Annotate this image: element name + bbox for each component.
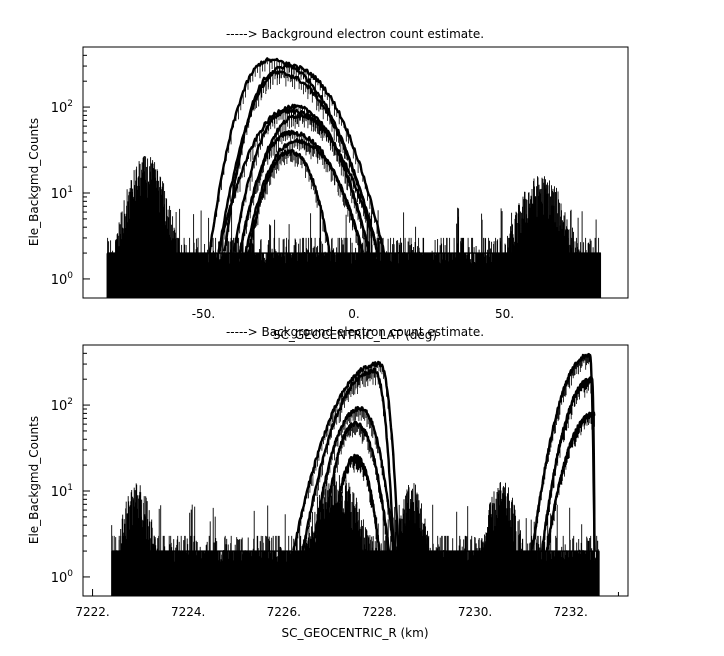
x-tick-label: 7232. (553, 605, 587, 619)
x-tick-label: 7222. (75, 605, 109, 619)
x-tick-label: 7230. (458, 605, 492, 619)
arc-spikes (541, 378, 595, 565)
arc-spikes (224, 71, 379, 263)
x-tick-label: -50. (192, 307, 215, 321)
x-tick-label: 7224. (171, 605, 205, 619)
arc-spikes (321, 422, 390, 558)
y-tick-label: 100 (51, 271, 74, 288)
plot-frame (82, 344, 629, 597)
noise-bump (292, 473, 394, 596)
y-tick-label: 100 (51, 569, 74, 586)
y-tick-label: 102 (51, 397, 73, 414)
noise-bump (495, 176, 601, 298)
x-axis-label: SC_GEOCENTRIC_R (km) (282, 626, 429, 640)
y-tick-label: 101 (51, 483, 73, 500)
arc-spikes (331, 455, 380, 564)
x-axis: -50. 0. 50. (127, 291, 581, 321)
data-traces (106, 57, 602, 298)
plot-frame (82, 46, 629, 299)
y-axis: 100 101 102 (51, 46, 90, 288)
x-axis-label: SC_GEOCENTRIC_LAT (deg) (273, 328, 437, 342)
data-traces (111, 352, 600, 596)
chart-lat: -----> Background electron count estimat… (27, 27, 629, 342)
y-axis-label: Ele_Backgmd_Counts (27, 118, 41, 246)
y-axis: 100 101 102 (51, 344, 90, 586)
chart-title: -----> Background electron count estimat… (226, 325, 484, 339)
noise-bump (106, 156, 198, 298)
y-tick-label: 102 (51, 99, 73, 116)
arc-spikes (302, 369, 395, 558)
noise-bump (388, 483, 442, 596)
x-tick-label: 7228. (362, 605, 396, 619)
x-tick-label: 50. (495, 307, 514, 321)
count-arc (540, 376, 596, 553)
arc-spikes (248, 150, 331, 266)
noise-bump (474, 482, 538, 596)
arc-spikes (312, 407, 395, 566)
x-tick-label: 7226. (267, 605, 301, 619)
x-axis: 7222. 7224. 7226. 7228. 7230. 7232. (75, 589, 619, 619)
y-tick-label: 101 (51, 185, 73, 202)
chart-title: -----> Background electron count estimat… (226, 27, 484, 41)
arc-spikes (209, 58, 379, 266)
y-axis-label: Ele_Backgmd_Counts (27, 416, 41, 544)
noise-bump (111, 483, 170, 596)
chart-radius: -----> Background electron count estimat… (27, 325, 629, 640)
x-tick-label: 0. (348, 307, 359, 321)
arc-spikes (546, 411, 595, 566)
arc-spikes (532, 354, 595, 562)
